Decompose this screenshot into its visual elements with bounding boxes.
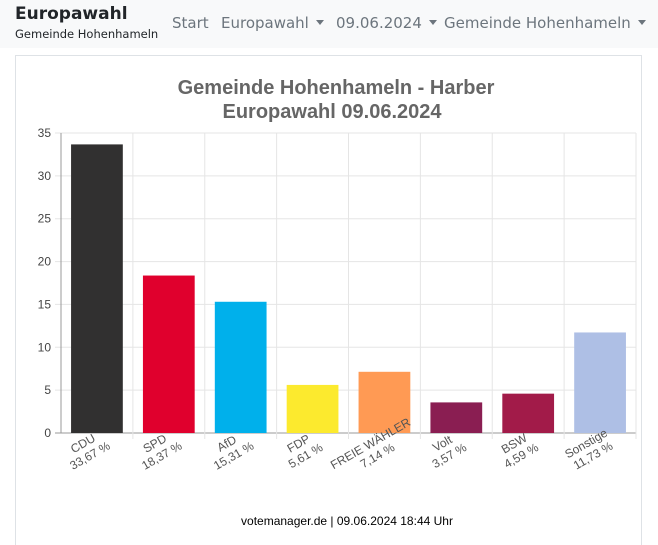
caret-down-icon: [637, 20, 646, 25]
bar-freie-wähler[interactable]: [358, 371, 411, 433]
nav-start-link[interactable]: Start: [172, 14, 209, 32]
y-tick-label: 30: [38, 169, 52, 183]
bar-cdu[interactable]: [71, 144, 123, 433]
caret-down-icon: [428, 20, 437, 25]
y-tick-label: 15: [38, 297, 52, 311]
y-tick-label: 20: [38, 255, 52, 269]
chart-subtitle: Europawahl 09.06.2024: [222, 101, 442, 123]
y-tick-label: 10: [38, 340, 52, 354]
bar-spd[interactable]: [142, 275, 195, 433]
bar-fdp[interactable]: [286, 384, 339, 433]
bar-volt[interactable]: [430, 402, 483, 433]
nav-europawahl-label: Europawahl: [221, 14, 309, 32]
y-tick-label: 5: [44, 383, 51, 397]
nav-date-dropdown[interactable]: 09.06.2024: [336, 14, 437, 32]
bar-afd[interactable]: [214, 301, 267, 433]
nav-gemeinde-label: Gemeinde Hohenhameln: [444, 14, 631, 32]
brand-title[interactable]: Europawahl: [15, 4, 128, 24]
chart-title: Gemeinde Hohenhameln - Harber: [178, 77, 495, 99]
y-tick-label: 35: [38, 126, 52, 140]
caret-down-icon: [315, 20, 324, 25]
y-tick-label: 25: [38, 212, 52, 226]
nav-date-label: 09.06.2024: [336, 14, 422, 32]
footer-text: votemanager.de | 09.06.2024 18:44 Uhr: [241, 514, 453, 528]
bar-sonstige[interactable]: [574, 332, 626, 433]
chart-card: [15, 55, 642, 545]
brand-subtitle: Gemeinde Hohenhameln: [15, 27, 159, 41]
bars: [71, 144, 626, 433]
nav-europawahl-dropdown[interactable]: Europawahl: [221, 14, 324, 32]
nav-start-label: Start: [172, 14, 209, 32]
y-tick-label: 0: [44, 426, 51, 440]
bar-bsw[interactable]: [502, 393, 555, 433]
nav-gemeinde-dropdown[interactable]: Gemeinde Hohenhameln: [444, 14, 646, 32]
navbar: Europawahl Gemeinde Hohenhameln Start Eu…: [0, 0, 658, 48]
